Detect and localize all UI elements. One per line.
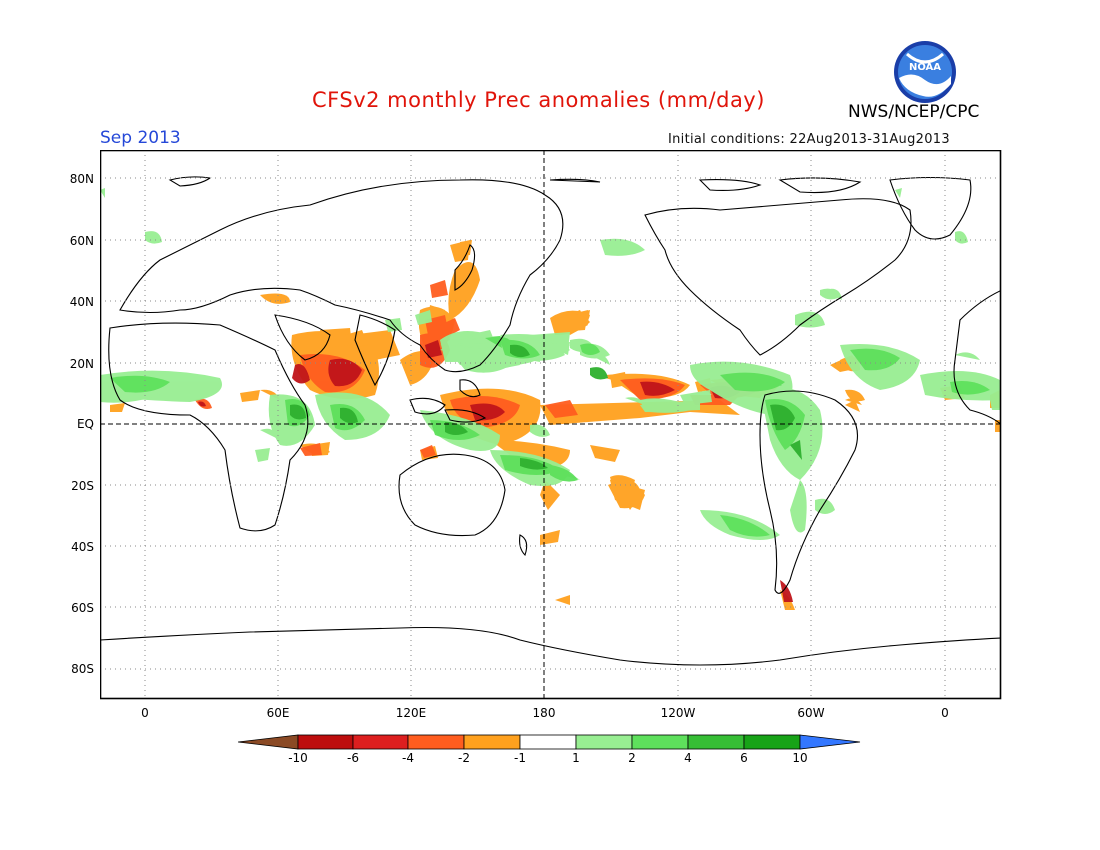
precip-anomaly-map: [100, 150, 1002, 700]
colorbar-swatch-2: [352, 734, 409, 750]
colorbar-tick-6: 6: [740, 751, 748, 765]
lon-label-60w: 60W: [797, 706, 825, 720]
lat-label-80s: 80S: [71, 662, 94, 676]
dry-anomaly-moderate: [110, 240, 1000, 610]
colorbar-tick-minus6: -6: [347, 751, 359, 765]
lon-label-120e: 120E: [395, 706, 427, 720]
organization-label: NWS/NCEP/CPC: [848, 102, 980, 122]
graticule: [100, 150, 1000, 698]
colorbar-swatch-1: [297, 734, 354, 750]
colorbar-tick-minus1: -1: [514, 751, 526, 765]
lon-label-60e: 60E: [266, 706, 290, 720]
lat-label-40s: 40S: [71, 540, 94, 554]
lat-label-60n: 60N: [69, 234, 94, 248]
noaa-logo: NOAA: [894, 41, 956, 103]
lon-label-180: 180: [532, 706, 556, 720]
colorbar-tick-minus10: -10: [288, 751, 308, 765]
svg-text:NOAA: NOAA: [909, 62, 941, 73]
initial-conditions: Initial conditions: 22Aug2013-31Aug2013: [668, 132, 950, 147]
lon-label-0-left: 0: [141, 706, 149, 720]
lat-label-80n: 80N: [69, 172, 94, 186]
lat-label-eq: EQ: [76, 417, 94, 431]
colorbar-swatch-8: [687, 734, 745, 750]
forecast-month: Sep 2013: [100, 128, 181, 148]
colorbar-swatch-5: [519, 734, 577, 750]
colorbar-swatch-7: [631, 734, 689, 750]
colorbar-tick-1: 1: [572, 751, 580, 765]
colorbar-under-triangle: [238, 734, 299, 750]
lon-label-0-right: 0: [941, 706, 949, 720]
lat-label-40n: 40N: [69, 295, 94, 309]
map-frame: [100, 150, 1002, 700]
colorbar-tick-2: 2: [628, 751, 636, 765]
colorbar: [238, 734, 861, 750]
lat-label-20s: 20S: [71, 479, 94, 493]
wet-anomaly-strong: [290, 344, 802, 470]
colorbar-tick-minus4: -4: [402, 751, 414, 765]
colorbar-swatch-4: [463, 734, 521, 750]
colorbar-tick-minus2: -2: [458, 751, 470, 765]
lat-label-60s: 60S: [71, 601, 94, 615]
colorbar-tick-10: 10: [792, 751, 808, 765]
colorbar-swatch-6: [575, 734, 633, 750]
chart-title: CFSv2 monthly Prec anomalies (mm/day): [312, 88, 765, 112]
lat-label-20n: 20N: [69, 357, 94, 371]
lon-label-120w: 120W: [660, 706, 696, 720]
colorbar-swatch-9: [743, 734, 801, 750]
colorbar-tick-4: 4: [684, 751, 692, 765]
colorbar-over-triangle: [799, 734, 861, 750]
coastlines: [100, 176, 1000, 666]
colorbar-swatch-3: [407, 734, 465, 750]
